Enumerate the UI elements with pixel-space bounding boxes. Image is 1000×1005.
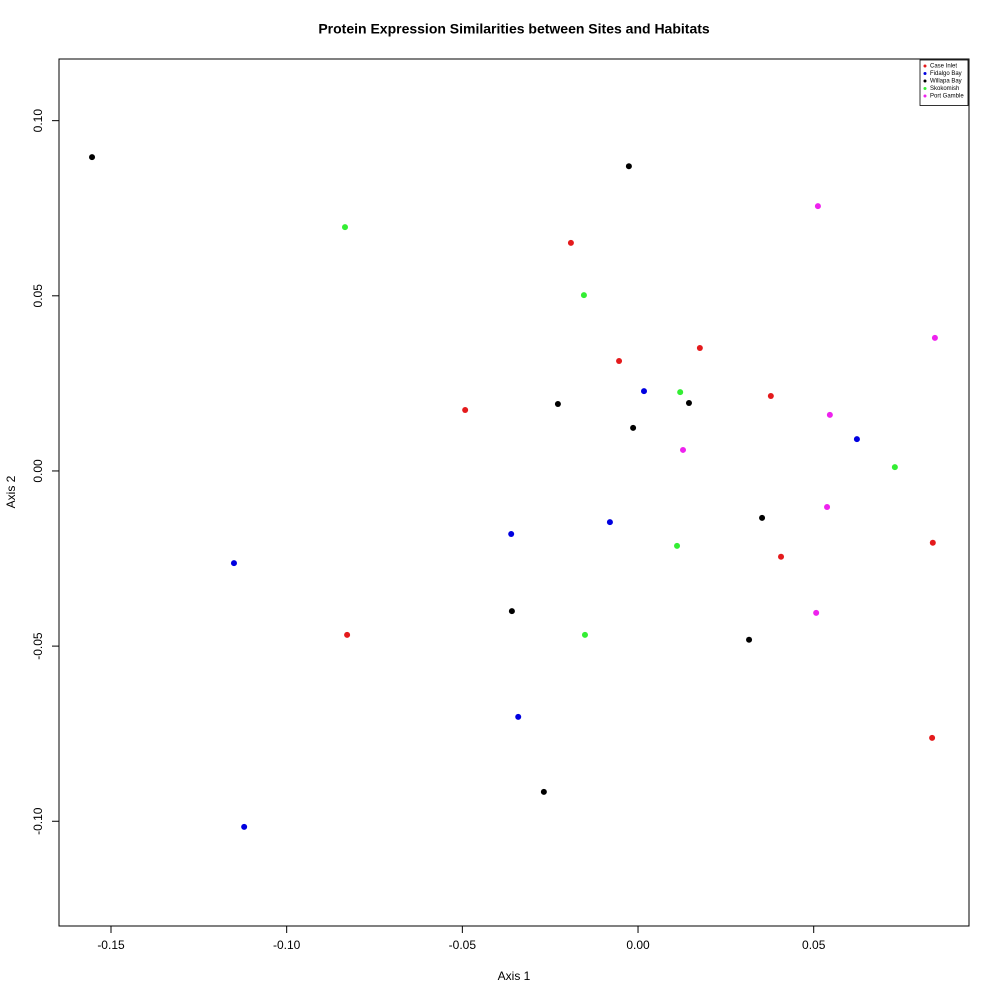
- legend-marker: [923, 79, 927, 83]
- point: [344, 631, 351, 638]
- point: [616, 357, 623, 364]
- point: [230, 560, 237, 567]
- point: [462, 407, 469, 414]
- legend-label: Case Inlet: [930, 64, 957, 70]
- legend-label: Willapa Bay: [930, 79, 962, 85]
- point: [929, 734, 936, 741]
- y-tick-label: 0.10: [31, 109, 45, 133]
- y-tick-label: -0.05: [31, 632, 45, 660]
- y-tick-label: -0.10: [31, 807, 45, 835]
- point: [508, 608, 515, 615]
- legend-marker: [923, 72, 927, 75]
- x-tick-label: 0.05: [802, 938, 826, 952]
- point: [641, 388, 647, 395]
- point: [674, 542, 681, 549]
- chart-title: Protein Expression Similarities between …: [318, 21, 710, 37]
- point: [814, 203, 821, 210]
- legend-marker: [923, 87, 927, 90]
- x-tick-label: -0.10: [273, 938, 301, 952]
- legend-marker: [923, 64, 927, 68]
- x-axis-label: Axis 1: [498, 969, 531, 983]
- point: [515, 713, 522, 720]
- point: [554, 401, 561, 408]
- legend-label: Fidalgo Bay: [930, 71, 962, 77]
- y-tick-label: 0.05: [31, 284, 45, 308]
- point: [696, 345, 703, 351]
- y-axis-label: Axis 2: [4, 475, 18, 508]
- point: [606, 519, 613, 526]
- point: [746, 636, 753, 643]
- point: [685, 399, 692, 406]
- y-tick-label: 0.00: [31, 459, 45, 483]
- point: [540, 788, 547, 795]
- point: [581, 631, 588, 638]
- point: [89, 154, 96, 161]
- legend-box: [919, 59, 969, 106]
- plot-frame: [58, 58, 970, 927]
- point: [824, 504, 831, 511]
- point: [625, 163, 632, 170]
- point: [580, 292, 587, 299]
- point: [891, 464, 898, 471]
- x-tick-label: -0.15: [97, 938, 125, 952]
- point: [680, 446, 686, 453]
- point: [813, 609, 820, 616]
- point: [508, 531, 515, 538]
- point: [826, 411, 833, 418]
- point: [241, 823, 248, 830]
- point: [630, 424, 637, 431]
- point: [759, 514, 766, 521]
- point: [767, 392, 774, 399]
- legend-label: Skokomish: [930, 86, 959, 92]
- x-tick-label: -0.05: [449, 938, 477, 952]
- x-tick-label: 0.00: [626, 938, 650, 952]
- point: [342, 224, 348, 231]
- legend-marker: [923, 94, 927, 98]
- point: [929, 539, 936, 546]
- point: [931, 334, 938, 341]
- point: [567, 239, 574, 246]
- point: [853, 436, 860, 443]
- point: [778, 553, 785, 560]
- legend-label: Port Gamble: [930, 94, 964, 100]
- point: [677, 389, 684, 396]
